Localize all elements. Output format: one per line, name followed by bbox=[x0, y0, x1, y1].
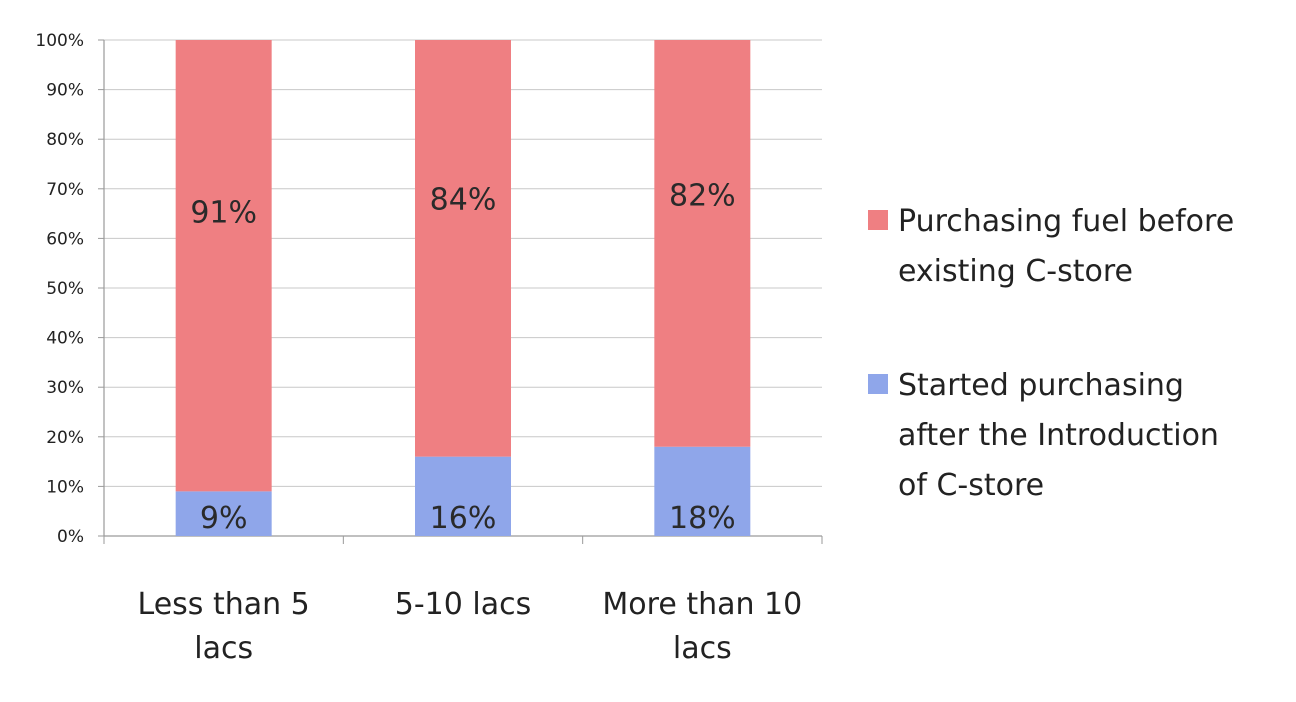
bar-segment bbox=[175, 40, 272, 492]
x-category-label: lacs bbox=[194, 631, 253, 666]
x-category-label: 5-10 lacs bbox=[395, 587, 531, 622]
bar-segment bbox=[654, 446, 751, 536]
legend-label: Purchasing fuel before bbox=[898, 204, 1234, 239]
legend-swatch bbox=[868, 210, 888, 230]
legend-swatch bbox=[868, 374, 888, 394]
bar-segment bbox=[175, 491, 272, 536]
y-tick-label: 70% bbox=[46, 180, 84, 200]
legend-label: existing C-store bbox=[898, 254, 1133, 289]
x-category-label: More than 10 bbox=[602, 587, 802, 622]
y-tick-label: 0% bbox=[57, 527, 84, 547]
legend: Purchasing fuel before existing C-store St… bbox=[868, 204, 1234, 503]
legend-label: Started purchasing bbox=[898, 368, 1184, 403]
bar-segment bbox=[415, 456, 511, 536]
x-category-label: lacs bbox=[673, 631, 732, 666]
y-tick-label: 20% bbox=[46, 428, 84, 448]
data-label: 16% bbox=[430, 501, 497, 536]
legend-label: of C-store bbox=[898, 468, 1044, 503]
bar-segment bbox=[654, 40, 751, 447]
x-category-label: Less than 5 bbox=[138, 587, 310, 622]
y-tick-label: 30% bbox=[46, 378, 84, 398]
y-tick-label: 40% bbox=[46, 329, 84, 349]
y-tick-label: 100% bbox=[35, 31, 84, 51]
data-label: 18% bbox=[669, 501, 736, 536]
y-tick-label: 90% bbox=[46, 81, 84, 101]
y-tick-label: 10% bbox=[46, 477, 84, 497]
data-label: 84% bbox=[430, 182, 497, 217]
y-tick-label: 80% bbox=[46, 130, 84, 150]
legend-label: after the Introduction bbox=[898, 418, 1219, 453]
bar-segment bbox=[415, 40, 511, 457]
y-tick-label: 50% bbox=[46, 279, 84, 299]
data-label: 9% bbox=[200, 501, 248, 536]
y-tick-label: 60% bbox=[46, 229, 84, 249]
data-label: 82% bbox=[669, 179, 736, 214]
data-labels: 9% 91% 16% 84% 18% 82% bbox=[190, 179, 735, 536]
data-label: 91% bbox=[190, 196, 257, 231]
bars bbox=[175, 40, 751, 536]
